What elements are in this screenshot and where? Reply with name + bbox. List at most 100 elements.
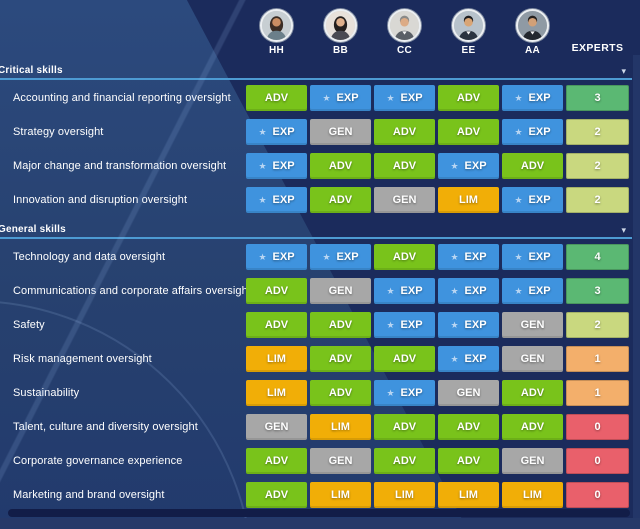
rating-cell-gen[interactable]: GEN xyxy=(310,278,371,304)
rating-cell-exp[interactable]: ★ EXP xyxy=(246,153,307,179)
rating-cell-gen[interactable]: GEN xyxy=(438,380,499,406)
rating-cell-exp[interactable]: ★ EXP xyxy=(310,244,371,270)
rating-cell-gen[interactable]: GEN xyxy=(310,119,371,145)
experts-count-cell[interactable]: 0 xyxy=(566,448,629,474)
experts-count-cell[interactable]: 4 xyxy=(566,244,629,270)
rating-cell-exp[interactable]: ★ EXP xyxy=(502,278,563,304)
rating-cell-adv[interactable]: ADV xyxy=(246,482,307,508)
rating-cell-gen[interactable]: GEN xyxy=(310,448,371,474)
rating-cell-adv[interactable]: ADV xyxy=(310,312,371,338)
rating-cell-exp[interactable]: ★ EXP xyxy=(246,187,307,213)
rating-cell-exp[interactable]: ★ EXP xyxy=(502,244,563,270)
rating-cell-adv[interactable]: ADV xyxy=(438,448,499,474)
rating-cell-lim[interactable]: LIM xyxy=(438,187,499,213)
rating-label: ADV xyxy=(328,160,353,172)
rating-cell-gen[interactable]: GEN xyxy=(374,187,435,213)
experts-count-cell[interactable]: 2 xyxy=(566,312,629,338)
experts-count-cell[interactable]: 2 xyxy=(566,119,629,145)
avatar-BB[interactable] xyxy=(324,9,357,42)
star-icon: ★ xyxy=(450,251,459,262)
rating-cell-lim[interactable]: LIM xyxy=(246,380,307,406)
rating-cell-adv[interactable]: ADV xyxy=(310,346,371,372)
chevron-down-icon[interactable]: ▾ xyxy=(621,225,626,235)
rating-cell-exp[interactable]: ★ EXP xyxy=(374,85,435,111)
experts-count-cell[interactable]: 0 xyxy=(566,414,629,440)
rating-cell-exp[interactable]: ★ EXP xyxy=(502,119,563,145)
vertical-scrollbar[interactable] xyxy=(633,55,640,518)
rating-cell-exp[interactable]: ★ EXP xyxy=(438,278,499,304)
rating-cell-exp[interactable]: ★ EXP xyxy=(374,312,435,338)
skill-row: Sustainability LIM ADV ★ EXP GEN ADV 1 xyxy=(0,380,640,406)
rating-label: EXP xyxy=(400,92,423,104)
rating-label: GEN xyxy=(456,387,481,399)
rating-cell-exp[interactable]: ★ EXP xyxy=(374,278,435,304)
rating-cell-exp[interactable]: ★ EXP xyxy=(438,244,499,270)
rating-cell-lim[interactable]: LIM xyxy=(374,482,435,508)
rating-cell-adv[interactable]: ADV xyxy=(374,153,435,179)
rating-cell-exp[interactable]: ★ EXP xyxy=(310,85,371,111)
rating-cell-adv[interactable]: ADV xyxy=(438,85,499,111)
avatar-AA[interactable] xyxy=(516,9,549,42)
experts-count-cell[interactable]: 1 xyxy=(566,380,629,406)
experts-count-cell[interactable]: 3 xyxy=(566,278,629,304)
chevron-down-icon[interactable]: ▾ xyxy=(621,66,626,76)
rating-cell-adv[interactable]: ADV xyxy=(310,187,371,213)
rating-cell-adv[interactable]: ADV xyxy=(502,414,563,440)
star-icon: ★ xyxy=(386,319,395,330)
rating-cell-exp[interactable]: ★ EXP xyxy=(502,187,563,213)
rating-cell-adv[interactable]: ADV xyxy=(502,380,563,406)
experts-count-cell[interactable]: 1 xyxy=(566,346,629,372)
person-column-HH: HH xyxy=(246,9,307,58)
rating-cell-exp[interactable]: ★ EXP xyxy=(438,153,499,179)
experts-count-cell[interactable]: 0 xyxy=(566,482,629,508)
rating-cell-adv[interactable]: ADV xyxy=(374,119,435,145)
rating-cell-adv[interactable]: ADV xyxy=(438,414,499,440)
rating-cell-adv[interactable]: ADV xyxy=(374,414,435,440)
star-icon: ★ xyxy=(386,92,395,103)
rating-cell-adv[interactable]: ADV xyxy=(374,448,435,474)
rating-cell-adv[interactable]: ADV xyxy=(438,119,499,145)
rating-label: ADV xyxy=(520,387,545,399)
rating-cell-adv[interactable]: ADV xyxy=(374,244,435,270)
rating-cell-adv[interactable]: ADV xyxy=(246,448,307,474)
rating-cell-gen[interactable]: GEN xyxy=(246,414,307,440)
skill-label: Major change and transformation oversigh… xyxy=(13,160,227,172)
skill-label: Marketing and brand oversight xyxy=(13,489,165,501)
avatar-HH[interactable] xyxy=(260,9,293,42)
rating-cell-gen[interactable]: GEN xyxy=(502,448,563,474)
rating-cell-adv[interactable]: ADV xyxy=(246,85,307,111)
experts-count-cell[interactable]: 3 xyxy=(566,85,629,111)
experts-count-cell[interactable]: 2 xyxy=(566,153,629,179)
section-header[interactable]: General skills ▾ xyxy=(0,221,632,239)
rating-cell-exp[interactable]: ★ EXP xyxy=(438,312,499,338)
rating-cell-exp[interactable]: ★ EXP xyxy=(438,346,499,372)
rating-cell-adv[interactable]: ADV xyxy=(246,278,307,304)
avatar-EE[interactable] xyxy=(452,9,485,42)
rating-cell-adv[interactable]: ADV xyxy=(502,153,563,179)
rating-label: GEN xyxy=(520,353,545,365)
rating-cell-exp[interactable]: ★ EXP xyxy=(502,85,563,111)
skill-row: Accounting and financial reporting overs… xyxy=(0,85,640,111)
rating-label: ADV xyxy=(392,126,417,138)
experts-count-cell[interactable]: 2 xyxy=(566,187,629,213)
rating-cell-lim[interactable]: LIM xyxy=(502,482,563,508)
section-header[interactable]: Critical skills ▾ xyxy=(0,62,632,80)
rating-cell-exp[interactable]: ★ EXP xyxy=(246,119,307,145)
rating-cell-lim[interactable]: LIM xyxy=(310,482,371,508)
rating-cell-lim[interactable]: LIM xyxy=(438,482,499,508)
rating-cell-adv[interactable]: ADV xyxy=(310,380,371,406)
rating-cell-lim[interactable]: LIM xyxy=(310,414,371,440)
avatar-CC[interactable] xyxy=(388,9,421,42)
rating-label: EXP xyxy=(400,319,423,331)
rating-cell-exp[interactable]: ★ EXP xyxy=(374,380,435,406)
horizontal-scrollbar[interactable] xyxy=(8,509,630,517)
rating-cell-exp[interactable]: ★ EXP xyxy=(246,244,307,270)
experts-column-header: EXPERTS xyxy=(571,42,624,54)
rating-cell-adv[interactable]: ADV xyxy=(246,312,307,338)
rating-cell-gen[interactable]: GEN xyxy=(502,346,563,372)
rating-cell-gen[interactable]: GEN xyxy=(502,312,563,338)
rating-cell-adv[interactable]: ADV xyxy=(374,346,435,372)
rating-cell-adv[interactable]: ADV xyxy=(310,153,371,179)
rating-cell-lim[interactable]: LIM xyxy=(246,346,307,372)
